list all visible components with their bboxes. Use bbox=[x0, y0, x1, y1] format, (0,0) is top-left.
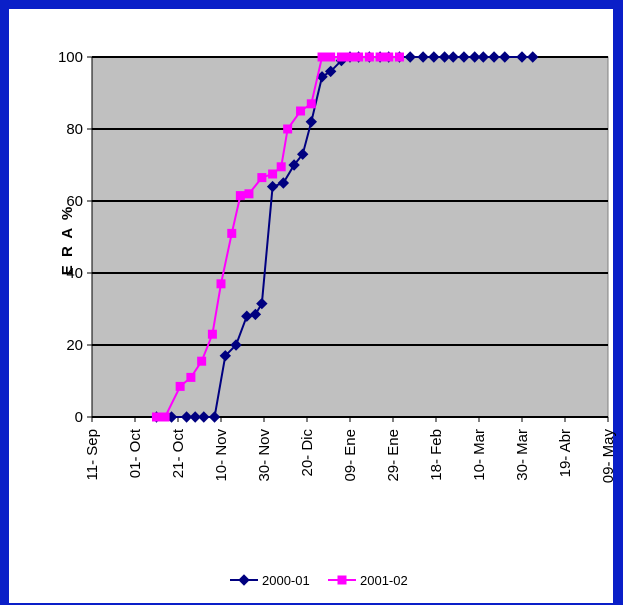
data-point bbox=[257, 173, 267, 183]
data-point bbox=[180, 411, 193, 423]
data-point bbox=[197, 356, 207, 366]
data-point bbox=[345, 52, 355, 62]
data-point bbox=[230, 339, 242, 351]
data-point bbox=[207, 329, 217, 339]
data-point bbox=[488, 51, 500, 63]
data-point bbox=[468, 51, 481, 63]
legend-marker bbox=[238, 574, 250, 586]
data-point bbox=[175, 381, 185, 391]
y-tick-label: 80 bbox=[66, 121, 83, 138]
data-point bbox=[288, 159, 300, 171]
x-tick-label: 09- May bbox=[600, 429, 617, 484]
data-point bbox=[394, 52, 404, 62]
data-point bbox=[499, 51, 511, 63]
legend-label: 2000-01 bbox=[262, 573, 310, 588]
legend-marker bbox=[337, 575, 347, 585]
data-point bbox=[384, 52, 394, 62]
data-point bbox=[364, 52, 374, 62]
data-point bbox=[527, 51, 539, 63]
data-point bbox=[516, 51, 528, 63]
x-tick-label: 30- Nov bbox=[256, 429, 273, 482]
data-point bbox=[244, 189, 254, 199]
data-point bbox=[152, 412, 161, 422]
data-point bbox=[208, 411, 221, 423]
data-point bbox=[268, 169, 278, 179]
data-point bbox=[317, 52, 327, 62]
data-point bbox=[375, 52, 385, 62]
data-point bbox=[227, 228, 237, 238]
data-point bbox=[219, 350, 232, 362]
data-point bbox=[186, 372, 196, 382]
data-point bbox=[428, 51, 440, 63]
x-tick-label: 21- Oct bbox=[170, 428, 187, 478]
y-tick-label: 100 bbox=[58, 49, 83, 66]
data-point bbox=[296, 106, 306, 116]
data-point bbox=[306, 99, 316, 109]
data-point bbox=[336, 52, 346, 62]
x-tick-label: 09- Ene bbox=[342, 429, 359, 482]
x-tick-label: 30- Mar bbox=[514, 429, 531, 481]
data-point bbox=[326, 52, 336, 62]
data-point bbox=[417, 51, 429, 63]
x-tick-label: 11- Sep bbox=[84, 429, 101, 480]
data-point bbox=[296, 148, 309, 160]
data-point bbox=[276, 162, 286, 172]
legend-label: 2001-02 bbox=[360, 573, 408, 588]
data-point bbox=[160, 412, 170, 422]
data-point bbox=[216, 279, 226, 289]
y-axis-title: E R A % bbox=[59, 205, 76, 275]
data-point bbox=[256, 297, 268, 310]
data-point bbox=[438, 51, 451, 63]
x-tick-label: 20- Dic bbox=[299, 429, 316, 477]
y-tick-label: 60 bbox=[66, 193, 83, 210]
data-point bbox=[249, 308, 262, 321]
x-tick-label: 10- Nov bbox=[213, 429, 230, 482]
x-tick-label: 19- Abr bbox=[557, 429, 574, 477]
data-point bbox=[305, 116, 318, 128]
x-tick-label: 01- Oct bbox=[127, 428, 144, 478]
y-tick-label: 0 bbox=[75, 409, 83, 426]
data-point bbox=[447, 51, 459, 63]
data-point bbox=[283, 124, 293, 134]
x-tick-label: 29- Ene bbox=[385, 429, 402, 482]
data-point bbox=[354, 52, 364, 62]
data-point bbox=[277, 177, 290, 189]
y-tick-label: 40 bbox=[66, 265, 83, 282]
x-tick-label: 10- Mar bbox=[471, 429, 488, 481]
y-tick-label: 20 bbox=[66, 337, 83, 354]
data-point bbox=[477, 51, 490, 63]
data-point bbox=[198, 411, 210, 423]
x-tick-label: 18- Feb bbox=[428, 429, 445, 481]
data-point bbox=[266, 180, 279, 193]
data-point bbox=[324, 65, 337, 78]
data-point bbox=[458, 51, 470, 63]
data-point bbox=[189, 411, 201, 423]
plot-area bbox=[91, 56, 609, 418]
data-point bbox=[235, 191, 245, 201]
data-point bbox=[404, 51, 416, 63]
